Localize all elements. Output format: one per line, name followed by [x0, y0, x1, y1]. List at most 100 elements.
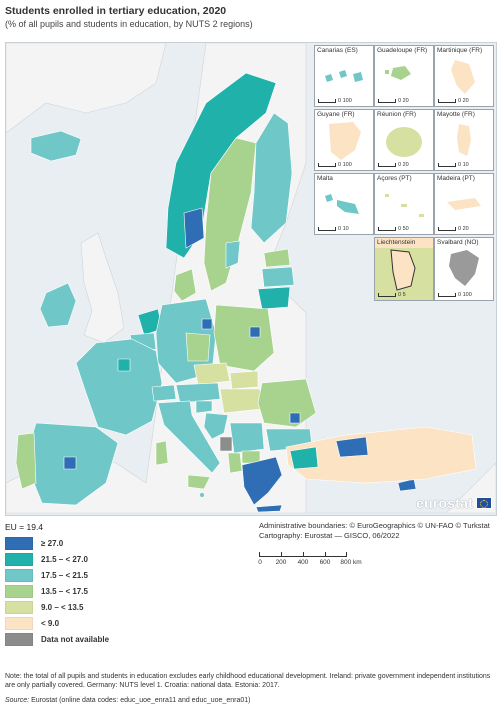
inset-liechtenstein[interactable]: Liechtenstein 0 5 — [374, 237, 434, 301]
legend-swatch — [5, 552, 33, 566]
inset-label: Svalbard (NO) — [437, 239, 479, 246]
region-turkiye-central[interactable] — [335, 436, 369, 458]
inset-guyane-shape — [329, 122, 361, 160]
region-slovenia[interactable] — [195, 400, 213, 414]
region-stockholm[interactable] — [225, 240, 241, 269]
inset-scale: 0 10 — [438, 162, 469, 168]
region-albania[interactable] — [227, 452, 243, 474]
footnote: Note: the total of all pupils and studen… — [5, 673, 491, 689]
region-ireland[interactable] — [39, 282, 77, 328]
inset-svalbard[interactable]: Svalbard (NO) 0 100 — [434, 237, 494, 301]
legend-item: Data not available — [5, 632, 245, 646]
inset-label: Mayotte (FR) — [437, 111, 475, 118]
choropleth-map[interactable] — [6, 43, 496, 515]
region-croatia[interactable] — [203, 412, 229, 440]
inset-scale: 0 100 — [318, 98, 352, 104]
inset-scale: 0 20 — [438, 226, 469, 232]
region-warsaw[interactable] — [249, 326, 261, 338]
legend-swatch — [5, 584, 33, 598]
region-finland[interactable] — [250, 112, 293, 244]
region-paris[interactable] — [117, 358, 131, 372]
inset-acores[interactable]: Açores (PT) 0 50 — [374, 173, 434, 235]
region-turkiye-west[interactable] — [289, 446, 319, 470]
region-france[interactable] — [75, 338, 163, 436]
logo-wordmark: eurostat — [416, 495, 473, 511]
region-italy[interactable] — [157, 400, 221, 474]
region-montenegro[interactable] — [219, 436, 233, 452]
inset-scale: 0 100 — [438, 292, 472, 298]
legend-item: 21.5 – < 27.0 — [5, 552, 245, 566]
region-bucharest[interactable] — [289, 412, 301, 424]
inset-canarias-shape — [325, 70, 363, 82]
inset-canarias[interactable]: Canarias (ES) 0 100 — [314, 45, 374, 107]
cartography-credit: Cartography: Eurostat — GISCO, 06/2022 — [259, 531, 400, 540]
legend-item: < 9.0 — [5, 616, 245, 630]
region-sardinia[interactable] — [155, 440, 169, 466]
region-romania[interactable] — [257, 378, 317, 428]
legend-label: Data not available — [41, 634, 110, 644]
region-austria[interactable] — [175, 382, 221, 404]
scale-label: 0 — [258, 559, 262, 566]
region-madrid[interactable] — [63, 456, 77, 470]
legend-label: 17.5 – < 21.5 — [41, 570, 88, 580]
inset-martinique-shape — [451, 60, 475, 94]
legend-label: 13.5 – < 17.5 — [41, 586, 88, 596]
region-serbia[interactable] — [229, 422, 265, 454]
legend-label: < 9.0 — [41, 618, 60, 628]
map-subtitle: (% of all pupils and students in educati… — [5, 19, 253, 29]
legend-label: 9.0 – < 13.5 — [41, 602, 84, 612]
inset-mayotte-shape — [457, 124, 471, 156]
region-poland[interactable] — [213, 304, 275, 372]
legend: EU = 19.4 ≥ 27.0 21.5 – < 27.0 17.5 – < … — [5, 522, 245, 648]
inset-madeira[interactable]: Madeira (PT) 0 20 — [434, 173, 494, 235]
region-sicily[interactable] — [187, 474, 211, 490]
region-lithuania[interactable] — [257, 286, 291, 310]
inset-label: Liechtenstein — [377, 239, 416, 246]
region-hungary[interactable] — [219, 388, 263, 414]
inset-scale: 0 100 — [318, 162, 352, 168]
region-oslo[interactable] — [183, 207, 205, 249]
inset-label: Guadeloupe (FR) — [377, 47, 428, 54]
region-turkiye[interactable] — [285, 426, 477, 484]
inset-martinique[interactable]: Martinique (FR) 0 20 — [434, 45, 494, 107]
inset-scale: 0 5 — [378, 292, 406, 298]
legend-swatch — [5, 616, 33, 630]
region-crete[interactable] — [255, 504, 283, 513]
region-estonia[interactable] — [263, 248, 291, 268]
inset-reunion[interactable]: Réunion (FR) 0 20 — [374, 109, 434, 171]
europe-map[interactable]: Canarias (ES) 0 100 Guadeloupe (FR) 0 20… — [5, 42, 497, 516]
region-germany[interactable] — [155, 298, 217, 384]
inset-label: Açores (PT) — [377, 175, 412, 182]
source-line: Source: Eurostat (online data codes: edu… — [5, 697, 250, 704]
region-portugal[interactable] — [15, 432, 37, 490]
legend-item: 13.5 – < 17.5 — [5, 584, 245, 598]
inset-label: Malta — [317, 175, 333, 182]
region-czechia[interactable] — [193, 362, 231, 386]
region-denmark[interactable] — [173, 268, 197, 302]
legend-swatch — [5, 600, 33, 614]
region-iceland[interactable] — [30, 130, 82, 162]
region-berlin[interactable] — [201, 318, 213, 330]
inset-guadeloupe[interactable]: Guadeloupe (FR) 0 20 — [374, 45, 434, 107]
inset-reunion-shape — [386, 127, 422, 157]
source-label: Source: — [5, 697, 30, 704]
region-slovakia[interactable] — [229, 370, 259, 390]
region-latvia[interactable] — [261, 266, 295, 288]
inset-malta[interactable]: Malta 0 10 — [314, 173, 374, 235]
source-text: Eurostat (online data codes: educ_uoe_en… — [31, 697, 251, 704]
scale-labels: 0 200 400 600 800 km — [258, 557, 361, 567]
region-switzerland[interactable] — [151, 384, 177, 402]
legend-label: ≥ 27.0 — [41, 538, 64, 548]
region-germany-east[interactable] — [185, 332, 211, 362]
inset-scale: 0 20 — [378, 98, 409, 104]
inset-label: Canarias (ES) — [317, 47, 358, 54]
region-malta[interactable] — [200, 493, 204, 497]
inset-mayotte[interactable]: Mayotte (FR) 0 10 — [434, 109, 494, 171]
region-greece[interactable] — [241, 456, 283, 506]
inset-scale: 0 20 — [438, 98, 469, 104]
inset-guyane[interactable]: Guyane (FR) 0 100 — [314, 109, 374, 171]
legend-swatch — [5, 632, 33, 646]
inset-madeira-shape — [447, 198, 481, 210]
inset-malta-shape — [325, 194, 359, 214]
map-credits: Administrative boundaries: © EuroGeograp… — [259, 521, 490, 541]
